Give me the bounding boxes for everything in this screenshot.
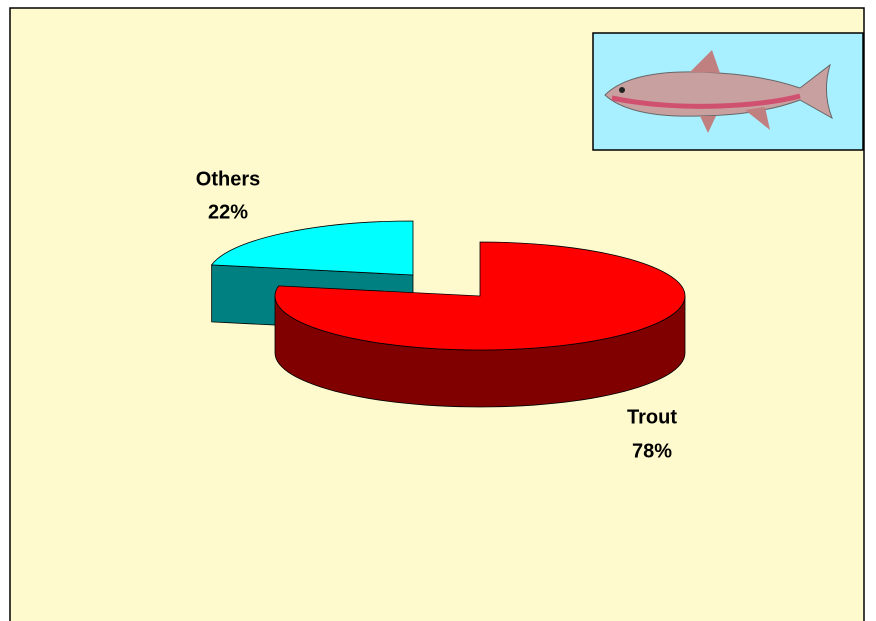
fish-eye [619,87,625,93]
slice-value: 78% [632,440,672,462]
pie [210,220,686,408]
slice-name: Trout [627,406,677,428]
slice-value: 22% [208,201,248,223]
fish-fins [690,50,770,133]
fish-picture [592,32,864,151]
fish-stripe [611,93,801,109]
slice-name: Others [196,168,260,190]
slice-top [210,220,414,276]
slice-top [274,241,686,351]
